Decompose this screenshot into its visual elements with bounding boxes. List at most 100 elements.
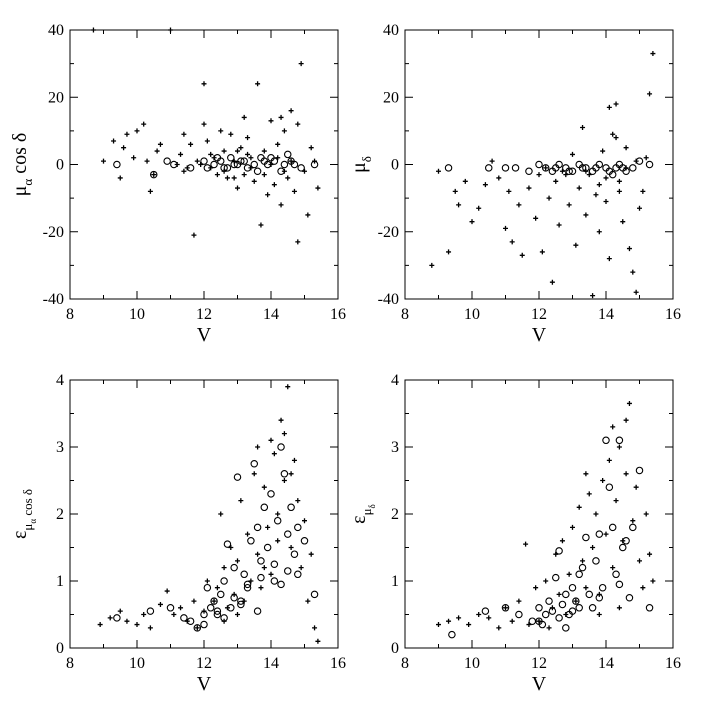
plus-marker [291, 188, 297, 194]
plus-marker [124, 131, 130, 137]
plus-marker [194, 625, 200, 631]
plus-marker [268, 437, 274, 443]
circle-marker [200, 620, 208, 629]
circle-marker [213, 154, 222, 162]
plus-marker [549, 279, 555, 285]
y-tick-label: 2 [56, 506, 64, 523]
plus-marker [97, 622, 103, 628]
plus-marker [466, 622, 472, 628]
plus-marker [583, 471, 589, 477]
circle-marker [193, 624, 202, 632]
plus-marker [278, 417, 284, 423]
circle-marker [294, 570, 302, 579]
plus-marker [603, 531, 609, 537]
circle-marker [217, 590, 225, 599]
plus-marker [281, 478, 287, 483]
plus-marker [214, 585, 220, 591]
circle-marker [551, 164, 560, 172]
circle-marker [558, 600, 567, 609]
circle-marker [186, 617, 195, 625]
y-tick-label: -40 [43, 291, 64, 308]
plus-marker [647, 551, 653, 557]
circle-marker [562, 590, 570, 599]
plus-marker [613, 135, 619, 141]
plus-marker [546, 625, 552, 631]
plus-marker [496, 175, 502, 181]
y-tick-label: 0 [56, 157, 64, 174]
plus-marker [201, 121, 207, 127]
circle-marker [448, 630, 456, 639]
plus-marker [275, 538, 281, 544]
plus-marker [600, 478, 606, 483]
plus-marker [570, 151, 575, 157]
x-tick-label: 10 [129, 655, 145, 672]
circle-marker [233, 473, 242, 481]
plus-marker [476, 205, 482, 211]
plus-marker [637, 558, 642, 564]
circle-marker [568, 607, 577, 615]
y-tick-label: 40 [48, 22, 64, 39]
circle-marker [612, 570, 620, 579]
plus-marker [308, 551, 314, 557]
plus-marker [633, 484, 639, 490]
circle-marker [247, 537, 255, 545]
plus-marker [606, 256, 612, 262]
plus-marker [194, 158, 200, 164]
plus-marker [271, 451, 277, 457]
y-tick-label: 20 [383, 89, 399, 106]
circle-marker [605, 167, 614, 175]
circle-marker [645, 604, 654, 612]
circle-marker [294, 523, 302, 532]
circle-marker [635, 466, 644, 475]
x-axis-label: V [532, 324, 547, 346]
x-tick-label: 16 [330, 306, 346, 323]
plus-marker [281, 431, 287, 437]
circle-marker [565, 167, 573, 175]
plus-marker [261, 565, 267, 571]
plus-marker [305, 212, 311, 218]
plus-marker [147, 188, 153, 194]
plus-marker [141, 121, 147, 127]
plus-marker [616, 178, 622, 184]
plus-marker [204, 138, 210, 144]
plus-marker [509, 239, 515, 245]
plus-marker [559, 538, 565, 544]
circle-marker [588, 604, 597, 612]
plus-marker [630, 518, 636, 524]
circle-marker [481, 607, 490, 615]
plus-marker [643, 155, 649, 161]
circle-marker [568, 583, 577, 592]
circle-marker [200, 610, 208, 619]
circle-marker [595, 530, 604, 538]
plus-marker [298, 61, 304, 67]
plus-marker [255, 444, 261, 450]
circle-marker [220, 164, 228, 172]
x-tick-label: 10 [129, 306, 145, 323]
plus-marker [178, 151, 184, 157]
plus-marker [489, 158, 495, 164]
plus-marker [516, 598, 522, 604]
plus-marker [255, 81, 261, 87]
plus-marker [616, 444, 622, 450]
circle-marker [270, 577, 279, 585]
plus-marker [302, 518, 307, 524]
plus-marker [640, 188, 646, 194]
circle-marker [253, 523, 262, 532]
plus-marker [626, 400, 632, 406]
circle-marker [501, 164, 510, 172]
circle-marker [568, 167, 577, 175]
plus-marker [238, 145, 244, 151]
plus-marker [221, 565, 227, 571]
circle-marker [578, 563, 587, 572]
plus-marker [610, 565, 616, 571]
circle-marker [237, 597, 245, 605]
circle-marker [575, 604, 583, 612]
plus-marker [251, 471, 257, 477]
circle-marker [277, 167, 285, 175]
plus-marker [446, 618, 452, 624]
x-tick-label: 14 [598, 306, 614, 323]
plus-marker [238, 498, 244, 504]
plus-marker [616, 605, 622, 611]
plus-marker [650, 51, 656, 57]
